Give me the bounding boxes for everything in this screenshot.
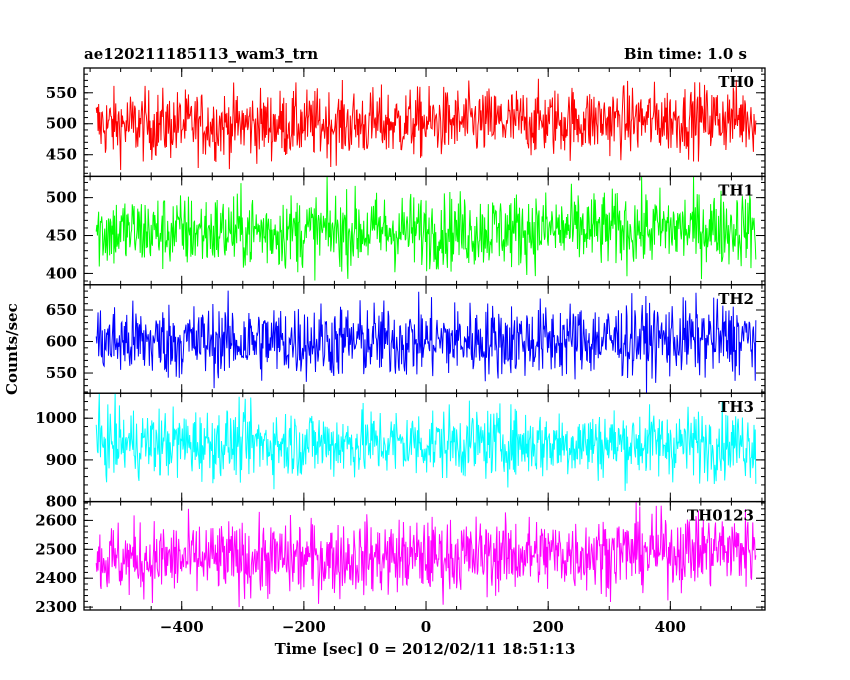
y-tick-label: 900	[46, 451, 77, 469]
series-line-th3	[95, 393, 757, 491]
y-tick-label: 800	[46, 493, 77, 511]
x-tick-label: 0	[421, 618, 431, 636]
y-tick-label: 2400	[35, 569, 77, 587]
y-tick-label: 2500	[35, 540, 77, 558]
y-tick-label: 450	[46, 146, 77, 164]
panel-label-th1: TH1	[718, 181, 754, 199]
y-tick-label: 450	[46, 227, 77, 245]
series-line-th1	[95, 176, 757, 281]
bin-time-label: Bin time: 1.0 s	[623, 45, 747, 63]
y-axis-label: Counts/sec	[3, 303, 21, 395]
panel-label-th0: TH0	[718, 73, 754, 91]
x-axis-label: Time [sec] 0 = 2012/02/11 18:51:13	[274, 640, 576, 658]
y-tick-label: 550	[46, 84, 77, 102]
x-tick-label: 400	[655, 618, 686, 636]
y-tick-label: 550	[46, 364, 77, 382]
y-tick-label: 1000	[35, 409, 77, 427]
x-tick-label: −200	[282, 618, 326, 636]
x-tick-label: −400	[160, 618, 204, 636]
y-tick-label: 500	[46, 115, 77, 133]
y-tick-label: 2600	[35, 511, 77, 529]
y-tick-label: 500	[46, 189, 77, 207]
series-line-th2	[95, 290, 757, 394]
y-tick-label: 600	[46, 333, 77, 351]
y-tick-label: 2300	[35, 598, 77, 616]
panel-label-th0123: TH0123	[687, 507, 754, 525]
chart-title: ae120211185113_wam3_trn	[84, 45, 319, 63]
series-line-th0123	[95, 501, 757, 608]
series-line-th0	[95, 78, 757, 171]
panel-label-th3: TH3	[718, 398, 754, 416]
x-tick-label: 200	[533, 618, 564, 636]
panel-label-th2: TH2	[718, 290, 754, 308]
y-tick-label: 650	[46, 301, 77, 319]
panel-frame-th0123	[83, 500, 766, 611]
y-tick-label: 400	[46, 264, 77, 282]
